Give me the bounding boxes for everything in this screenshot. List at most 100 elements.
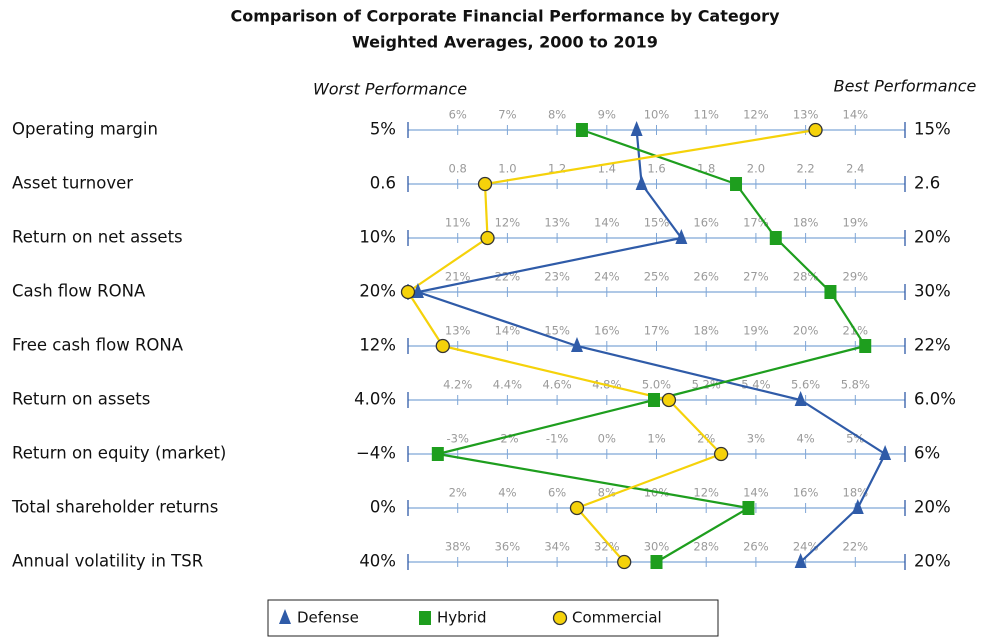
- tick-label: 16%: [693, 216, 719, 230]
- tick-label: 12%: [495, 216, 521, 230]
- tick-label: 22%: [843, 540, 869, 554]
- row-label: Return on assets: [12, 390, 150, 409]
- tick-label: 5.6%: [791, 378, 820, 392]
- end-label: 20%: [914, 228, 951, 247]
- tick-label: 5.8%: [841, 378, 870, 392]
- tick-label: 14%: [594, 216, 620, 230]
- data-point: [661, 392, 677, 408]
- tick-label: 5.0%: [642, 378, 671, 392]
- data-point: [730, 177, 743, 191]
- data-point: [794, 553, 807, 568]
- data-point: [808, 122, 823, 138]
- tick-label: 4.6%: [542, 378, 571, 392]
- tick-label: -1%: [546, 432, 568, 446]
- end-label: 40%: [359, 552, 396, 571]
- tick-label: 18%: [693, 324, 719, 338]
- tick-label: 14%: [495, 324, 521, 338]
- tick-label: 38%: [445, 540, 471, 554]
- tick-label: 7%: [498, 108, 516, 122]
- left-heading: Worst Performance: [313, 80, 467, 99]
- legend-label: Hybrid: [437, 609, 487, 627]
- data-point: [794, 391, 807, 406]
- tick-label: 3%: [747, 432, 765, 446]
- tick-label: 6%: [548, 486, 566, 500]
- legend-marker: [552, 610, 568, 626]
- tick-label: 11%: [693, 108, 719, 122]
- end-label: 5%: [370, 120, 396, 139]
- tick-label: 2.2: [796, 162, 814, 176]
- end-label: 0%: [370, 498, 396, 517]
- tick-label: 27%: [743, 270, 769, 284]
- tick-label: 16%: [793, 486, 819, 500]
- tick-label: 2.4: [846, 162, 864, 176]
- data-point: [879, 445, 892, 460]
- tick-label: 11%: [445, 216, 471, 230]
- tick-label: 25%: [644, 270, 670, 284]
- data-point: [480, 230, 495, 246]
- tick-label: 8%: [548, 108, 566, 122]
- data-point: [650, 555, 663, 569]
- tick-label: 0%: [598, 432, 616, 446]
- data-point: [411, 283, 424, 298]
- tick-label: 29%: [843, 270, 869, 284]
- tick-label: 4%: [498, 486, 516, 500]
- tick-label: 4%: [796, 432, 814, 446]
- row-label: Free cash flow RONA: [12, 336, 184, 355]
- tick-label: 13%: [544, 216, 570, 230]
- tick-label: 13%: [793, 108, 819, 122]
- chart-subtitle: Weighted Averages, 2000 to 2019: [352, 33, 658, 52]
- tick-label: 14%: [743, 486, 769, 500]
- end-label: 6%: [914, 444, 940, 463]
- tick-label: 6%: [449, 108, 467, 122]
- tick-label: 23%: [544, 270, 570, 284]
- tick-label: 1%: [647, 432, 665, 446]
- data-point: [824, 285, 837, 299]
- row-label: Annual volatility in TSR: [12, 552, 203, 571]
- legend-box: [267, 599, 719, 637]
- right-heading: Best Performance: [834, 77, 977, 96]
- tick-label: 0.8: [449, 162, 467, 176]
- tick-label: 2%: [449, 486, 467, 500]
- end-label: 0.6: [370, 174, 396, 193]
- data-point: [435, 338, 450, 354]
- end-label: 2.6: [914, 174, 940, 193]
- end-label: 15%: [914, 120, 951, 139]
- data-point: [575, 123, 588, 137]
- legend-marker: [419, 611, 431, 625]
- tick-label: 16%: [594, 324, 620, 338]
- end-label: 22%: [914, 336, 951, 355]
- end-label: 20%: [914, 498, 951, 517]
- tick-label: 12%: [743, 108, 769, 122]
- data-point: [630, 121, 643, 136]
- end-label: 4.0%: [354, 390, 396, 409]
- tick-label: 17%: [644, 324, 670, 338]
- data-point: [648, 393, 661, 407]
- data-point: [675, 229, 688, 244]
- tick-label: 24%: [793, 540, 819, 554]
- tick-label: 5%: [846, 432, 864, 446]
- end-label: 12%: [359, 336, 396, 355]
- data-point: [570, 337, 583, 352]
- tick-label: 4.2%: [443, 378, 472, 392]
- tick-label: 18%: [843, 486, 869, 500]
- tick-label: 21%: [445, 270, 471, 284]
- tick-label: 19%: [743, 324, 769, 338]
- tick-label: 36%: [495, 540, 521, 554]
- data-point: [742, 501, 755, 515]
- tick-label: 20%: [793, 324, 819, 338]
- data-point: [713, 446, 729, 462]
- tick-label: 14%: [843, 108, 869, 122]
- tick-label: 26%: [743, 540, 769, 554]
- row-label: Asset turnover: [12, 174, 133, 193]
- tick-label: 1.6: [647, 162, 665, 176]
- legend-label: Defense: [297, 609, 359, 627]
- row-label: Cash flow RONA: [12, 282, 146, 301]
- tick-label: 18%: [793, 216, 819, 230]
- data-point: [851, 499, 864, 514]
- tick-label: 34%: [544, 540, 570, 554]
- tick-label: 12%: [693, 486, 719, 500]
- tick-label: 19%: [843, 216, 869, 230]
- row-label: Return on net assets: [12, 228, 183, 247]
- tick-label: 28%: [693, 540, 719, 554]
- end-label: 20%: [359, 282, 396, 301]
